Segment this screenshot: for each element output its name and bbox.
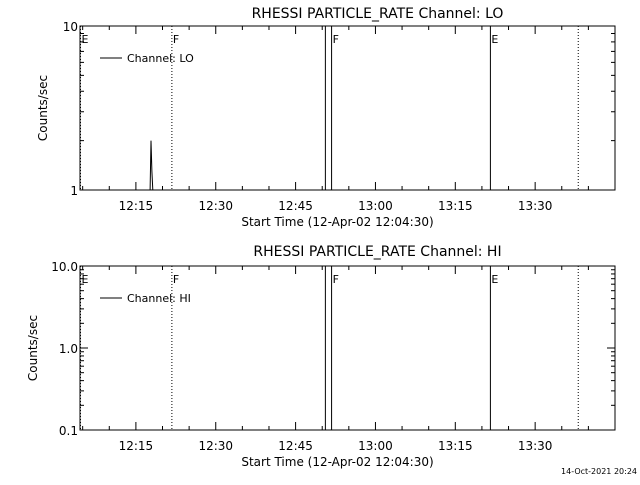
x-axis-label: Start Time (12-Apr-02 12:04:30)	[241, 215, 433, 229]
legend-label: Channel: LO	[127, 52, 194, 65]
event-marker-label: E	[491, 33, 498, 46]
y-axis-label: Counts/sec	[36, 75, 50, 141]
y-axis-label: Counts/sec	[26, 315, 40, 381]
y-tick-label: 1.0	[59, 342, 78, 356]
x-tick-label: 13:15	[438, 199, 473, 213]
event-marker-label: F	[333, 33, 339, 46]
x-axis-label: Start Time (12-Apr-02 12:04:30)	[241, 455, 433, 469]
event-marker-label: F	[333, 273, 339, 286]
legend-label: Channel: HI	[127, 292, 191, 305]
x-tick-label: 12:30	[198, 439, 233, 453]
event-marker-label: F	[173, 273, 179, 286]
x-tick-label: 13:00	[358, 199, 393, 213]
event-marker-label: E	[82, 33, 89, 46]
x-tick-label: 12:45	[278, 439, 313, 453]
y-tick-label: 0.1	[59, 424, 78, 438]
x-tick-label: 13:30	[518, 199, 553, 213]
event-marker-label: E	[491, 273, 498, 286]
y-tick-label: 1	[70, 184, 78, 198]
event-marker-label: F	[173, 33, 179, 46]
footer-timestamp: 14-Oct-2021 20:24	[561, 467, 637, 476]
x-tick-label: 12:30	[198, 199, 233, 213]
x-tick-label: 13:15	[438, 439, 473, 453]
series-line	[149, 140, 154, 191]
y-tick-label: 10	[63, 20, 78, 34]
x-tick-label: 13:30	[518, 439, 553, 453]
plot-frame	[79, 265, 616, 431]
x-tick-label: 12:45	[278, 199, 313, 213]
x-tick-label: 12:15	[119, 439, 154, 453]
x-tick-label: 13:00	[358, 439, 393, 453]
plot-frame	[79, 25, 616, 191]
y-tick-label: 10.0	[51, 260, 78, 274]
chart-title: RHESSI PARTICLE_RATE Channel: LO	[252, 6, 504, 22]
chart-title: RHESSI PARTICLE_RATE Channel: HI	[253, 244, 501, 260]
event-marker-label: E	[82, 273, 89, 286]
x-tick-label: 12:15	[119, 199, 154, 213]
